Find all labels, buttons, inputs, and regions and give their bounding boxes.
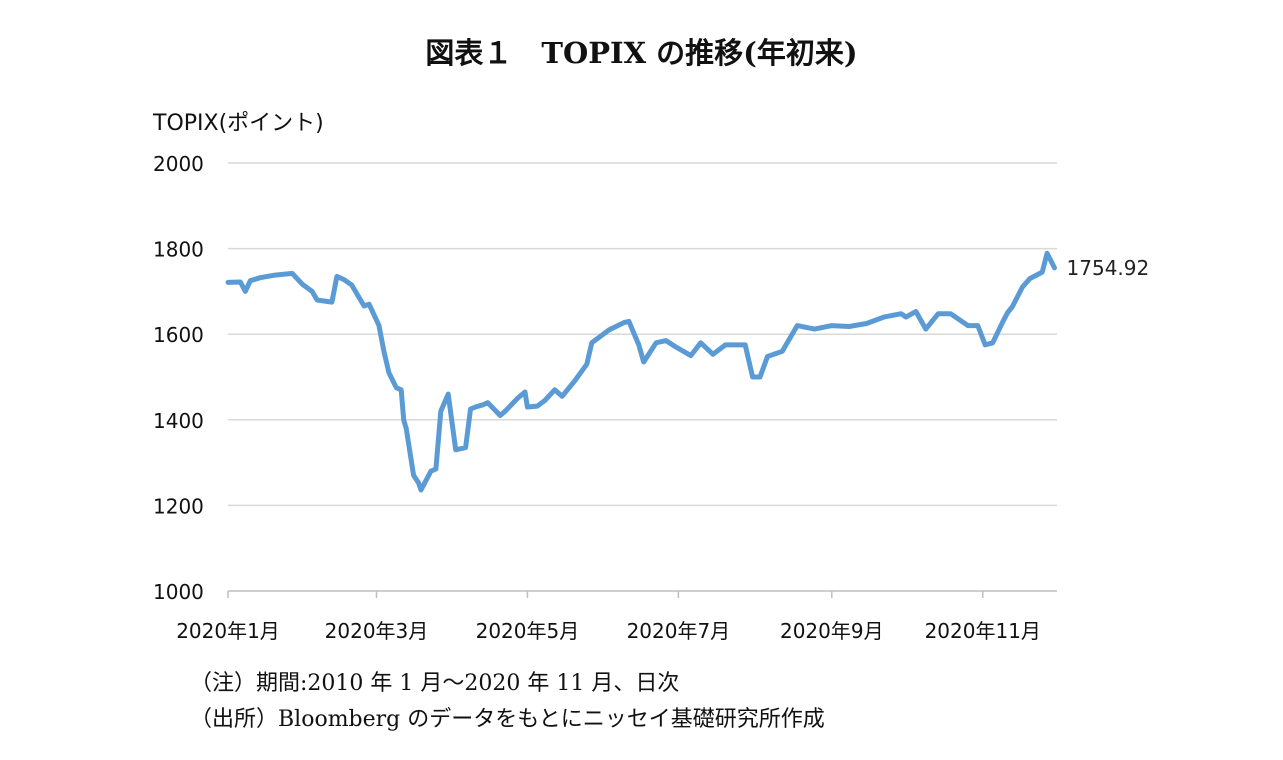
y-tick-label: 1800 <box>153 238 204 262</box>
source-note: （出所）Bloomberg のデータをもとにニッセイ基礎研究所作成 <box>190 707 825 732</box>
period-note: （注）期間:2010 年 1 月～2020 年 11 月、日次 <box>190 671 680 696</box>
x-tick-label: 2020年3月 <box>325 619 429 643</box>
y-axis-label: TOPIX(ポイント) <box>152 111 324 136</box>
x-tick-label: 2020年1月 <box>176 619 280 643</box>
topix-series-line <box>225 250 1057 493</box>
x-tick-label: 2020年7月 <box>627 619 731 643</box>
y-tick-label: 1200 <box>153 494 204 518</box>
x-tick-labels: 2020年1月 2020年3月 2020年5月 2020年7月 2020年9月 2020年… <box>176 619 1041 643</box>
y-tick-label: 1600 <box>153 323 204 347</box>
y-tick-label: 2000 <box>153 152 204 176</box>
x-tick-label: 2020年5月 <box>476 619 580 643</box>
last-value-label: 1754.92 <box>1067 256 1150 280</box>
y-tick-label: 1400 <box>153 409 204 433</box>
grid-lines <box>228 162 1057 507</box>
x-axis <box>227 590 1057 598</box>
x-tick-label: 2020年9月 <box>780 619 884 643</box>
x-tick-label: 2020年11月 <box>925 619 1041 643</box>
chart-title: 図表１ TOPIX の推移(年初来) <box>425 36 858 70</box>
y-tick-label: 1000 <box>153 580 204 604</box>
y-tick-labels: 1000 1200 1400 1600 1800 2000 <box>153 152 204 604</box>
series-layer <box>225 250 1057 493</box>
